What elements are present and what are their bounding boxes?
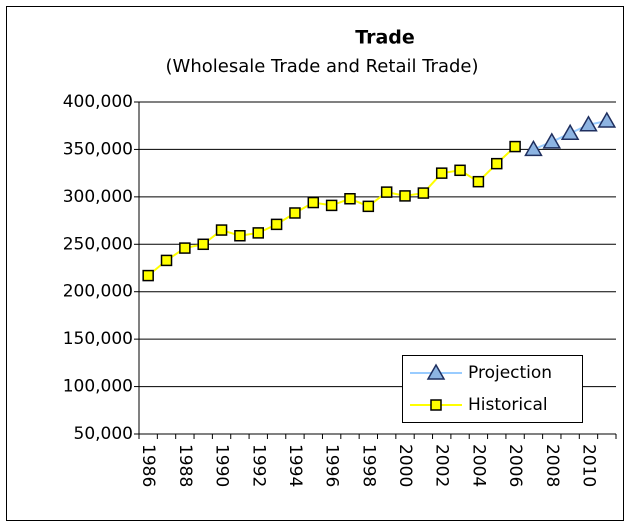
x-tick-label: 2008 [542,444,562,487]
data-point [560,123,580,141]
legend-box [402,355,583,423]
legend-label: Historical [468,395,548,415]
data-point [344,193,356,205]
chart-frame [6,6,624,521]
x-tick-label: 2006 [505,444,525,487]
data-point [234,229,246,242]
data-point [362,200,375,213]
y-tick-label: 50,000 [74,424,133,444]
data-point [325,199,338,212]
data-point [597,111,617,128]
data-point [270,218,283,231]
chart-subtitle: (Wholesale Trade and Retail Trade) [166,56,479,77]
y-tick-label: 100,000 [63,377,133,397]
x-tick-label: 1994 [285,444,305,487]
data-point [542,132,562,149]
x-tick-label: 1992 [248,444,268,487]
data-point [579,115,598,132]
data-point [491,157,503,170]
y-tick-label: 300,000 [63,187,133,207]
data-point [307,196,320,209]
data-point [524,139,543,157]
data-point [179,242,191,254]
y-tick-label: 150,000 [63,329,133,349]
chart-title: Trade [355,27,415,49]
x-tick-label: 2002 [432,444,452,487]
data-point [160,254,173,267]
data-point [472,175,485,188]
y-tick-label: 250,000 [63,234,133,254]
legend-marker [430,399,442,411]
x-tick-label: 2004 [468,444,488,487]
data-point [380,186,393,198]
y-tick-label: 400,000 [63,92,133,112]
x-tick-label: 2000 [395,444,415,487]
x-tick-label: 1998 [358,444,378,487]
data-point [509,140,521,153]
y-tick-label: 200,000 [63,282,133,302]
data-point [215,224,228,236]
legend-label: Projection [468,363,552,383]
data-point [289,207,301,219]
data-point [399,190,411,202]
data-point [417,187,430,199]
x-tick-label: 1990 [212,444,232,487]
data-point [454,164,466,177]
data-point [435,167,448,179]
x-tick-label: 1986 [138,444,158,487]
x-tick-label: 1996 [322,444,342,487]
legend-marker-shape [430,399,442,411]
legend-marker-shape [426,363,446,380]
data-point [197,238,209,251]
y-tick-label: 350,000 [63,139,133,159]
legend-marker [426,363,446,380]
x-tick-label: 2010 [578,444,598,487]
data-point [252,227,264,239]
x-tick-label: 1988 [175,444,195,487]
data-point [142,269,154,282]
